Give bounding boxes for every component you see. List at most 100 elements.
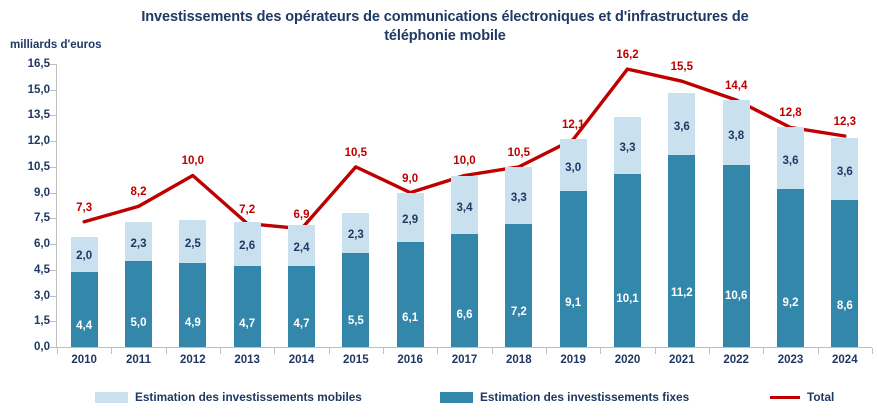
bar-segment-fixed[interactable]: 9,2	[777, 189, 804, 347]
bar-segment-fixed[interactable]: 5,0	[125, 261, 152, 347]
y-axis-tick-label: 12,0	[27, 135, 50, 148]
total-value-label: 10,5	[344, 146, 368, 159]
y-axis-tick-mark	[50, 115, 56, 117]
bar-group-2020[interactable]: 10,1 3,3	[614, 117, 641, 347]
bar-segment-mobile[interactable]: 2,4	[288, 225, 315, 267]
total-value-label: 10,5	[507, 146, 531, 159]
y-axis-tick-mark	[50, 64, 56, 65]
bar-segment-mobile[interactable]: 2,3	[342, 213, 370, 253]
bar-value-label-fixed: 10,6	[724, 290, 748, 303]
bar-segment-fixed[interactable]: 10,1	[614, 173, 641, 347]
total-value-label: 8,2	[130, 186, 147, 199]
bar-segment-fixed[interactable]: 4,7	[288, 266, 315, 347]
legend-label: Total	[807, 390, 835, 404]
total-value-label: 14,4	[724, 80, 748, 93]
y-axis-line	[56, 64, 57, 348]
legend-item-2[interactable]: Estimation des investissements fixes	[440, 390, 689, 404]
x-axis-tick-mark	[491, 348, 493, 354]
x-axis-label-2017: 2017	[451, 354, 478, 366]
bar-value-label-mobile: 3,3	[510, 192, 527, 205]
chart-title: Investissements des opérateurs de commun…	[141, 9, 749, 45]
bar-group-2024[interactable]: 8,6 3,6	[831, 137, 859, 347]
bar-segment-fixed[interactable]: 7,2	[505, 223, 533, 347]
bar-segment-mobile[interactable]: 3,3	[505, 166, 533, 224]
bar-segment-mobile[interactable]: 2,3	[125, 221, 152, 262]
bar-group-2014[interactable]: 4,7 2,4	[288, 225, 315, 347]
total-value-label: 7,3	[76, 201, 93, 214]
legend-label: Estimation des investissements mobiles	[135, 390, 362, 404]
bar-segment-mobile[interactable]: 3,3	[614, 117, 641, 174]
x-axis-label-2021: 2021	[669, 354, 695, 366]
y-axis-unit-label: milliards d'euros	[10, 39, 102, 51]
mobile-swatch	[95, 391, 128, 403]
y-axis-tick-labels: 0,0 1,5 3,0 4,5 6,0 7,5 9,0 10,5 12,0 13,5 15,0 16,…	[0, 56, 50, 356]
bar-group-2018[interactable]: 7,2 3,3	[505, 166, 533, 347]
bar-group-2011[interactable]: 5,0 2,3	[125, 221, 152, 347]
bar-segment-mobile[interactable]: 3,6	[777, 127, 804, 190]
bar-segment-fixed[interactable]: 4,4	[70, 271, 98, 347]
bar-value-label-mobile: 2,3	[130, 237, 147, 250]
bar-value-label-fixed: 5,0	[130, 316, 147, 329]
bar-segment-mobile[interactable]: 2,5	[179, 220, 207, 263]
bar-segment-fixed[interactable]: 4,9	[179, 262, 207, 347]
total-value-label: 12,8	[779, 107, 802, 120]
bar-group-2013[interactable]: 4,7 2,6	[233, 221, 261, 347]
x-axis-tick-mark	[220, 348, 221, 354]
bar-value-label-fixed: 8,6	[836, 299, 853, 312]
y-axis-tick-label: 4,5	[34, 263, 50, 276]
bar-segment-mobile[interactable]: 3,0	[559, 139, 587, 191]
bar-segment-fixed[interactable]: 8,6	[831, 199, 859, 347]
y-axis-tick-mark	[50, 192, 56, 194]
bar-segment-mobile[interactable]: 3,8	[722, 100, 750, 166]
bar-segment-mobile[interactable]: 2,9	[396, 192, 424, 243]
bar-group-2023[interactable]: 9,2 3,6	[777, 127, 804, 347]
bar-group-2012[interactable]: 4,9 2,5	[179, 220, 207, 347]
bar-value-label-mobile: 3,0	[565, 161, 582, 174]
legend-item-1[interactable]: Estimation des investissements mobiles	[95, 390, 362, 404]
bar-segment-mobile[interactable]: 3,4	[451, 175, 478, 234]
x-axis-line	[56, 347, 872, 348]
x-axis-tick-mark	[546, 348, 547, 354]
bar-segment-mobile[interactable]: 2,0	[70, 237, 98, 272]
bar-value-label-mobile: 3,4	[456, 201, 473, 214]
bar-segment-mobile[interactable]: 3,6	[831, 137, 859, 200]
bar-value-label-mobile: 3,6	[782, 155, 799, 168]
bar-group-2010[interactable]: 4,4 2,0	[70, 237, 98, 347]
bar-segment-fixed[interactable]: 4,7	[233, 266, 261, 347]
bar-segment-fixed[interactable]: 9,1	[559, 190, 587, 347]
y-axis-tick-mark	[50, 321, 56, 323]
bar-segment-fixed[interactable]: 5,5	[342, 252, 370, 347]
y-axis-tick-mark	[50, 89, 56, 91]
x-axis-label-2019: 2019	[560, 354, 586, 366]
fixed-swatch	[440, 391, 473, 403]
y-axis-tick-label: 3,0	[34, 289, 50, 302]
bar-segment-mobile[interactable]: 3,6	[668, 93, 696, 155]
bar-segment-fixed[interactable]: 6,1	[396, 242, 424, 347]
y-axis-tick-label: 1,5	[34, 315, 50, 328]
legend-item-3[interactable]: Total	[770, 390, 834, 404]
bar-group-2015[interactable]: 5,5 2,3	[342, 213, 370, 347]
legend-label: Estimation des investissements fixes	[480, 390, 690, 404]
x-axis-tick-mark	[872, 348, 873, 354]
bar-group-2021[interactable]: 11,2 3,6	[668, 93, 696, 347]
x-axis-label-2016: 2016	[397, 354, 423, 366]
bar-segment-fixed[interactable]: 10,6	[722, 165, 750, 347]
bar-segment-mobile[interactable]: 2,6	[233, 221, 261, 267]
bar-group-2022[interactable]: 10,6 3,8	[722, 100, 750, 347]
y-axis-tick-label: 7,5	[34, 212, 50, 225]
bar-group-2019[interactable]: 9,1 3,0	[559, 139, 587, 347]
y-axis-tick-label: 13,5	[27, 109, 50, 122]
bar-segment-fixed[interactable]: 6,6	[451, 233, 478, 347]
x-axis-label-2020: 2020	[614, 354, 641, 366]
bar-value-label-fixed: 9,1	[565, 297, 582, 310]
y-axis-tick-label: 16,5	[27, 58, 50, 70]
bar-value-label-fixed: 4,4	[76, 319, 93, 332]
y-axis-tick-mark	[50, 295, 56, 297]
y-axis-tick-mark	[50, 218, 56, 220]
bar-group-2016[interactable]: 6,1 2,9	[396, 192, 424, 347]
bar-segment-fixed[interactable]: 11,2	[668, 154, 696, 347]
bar-group-2017[interactable]: 6,6 3,4	[451, 175, 478, 347]
x-axis-label-2022: 2022	[723, 354, 749, 366]
x-axis-tick-mark	[57, 348, 58, 354]
x-axis-label-2015: 2015	[343, 354, 369, 366]
